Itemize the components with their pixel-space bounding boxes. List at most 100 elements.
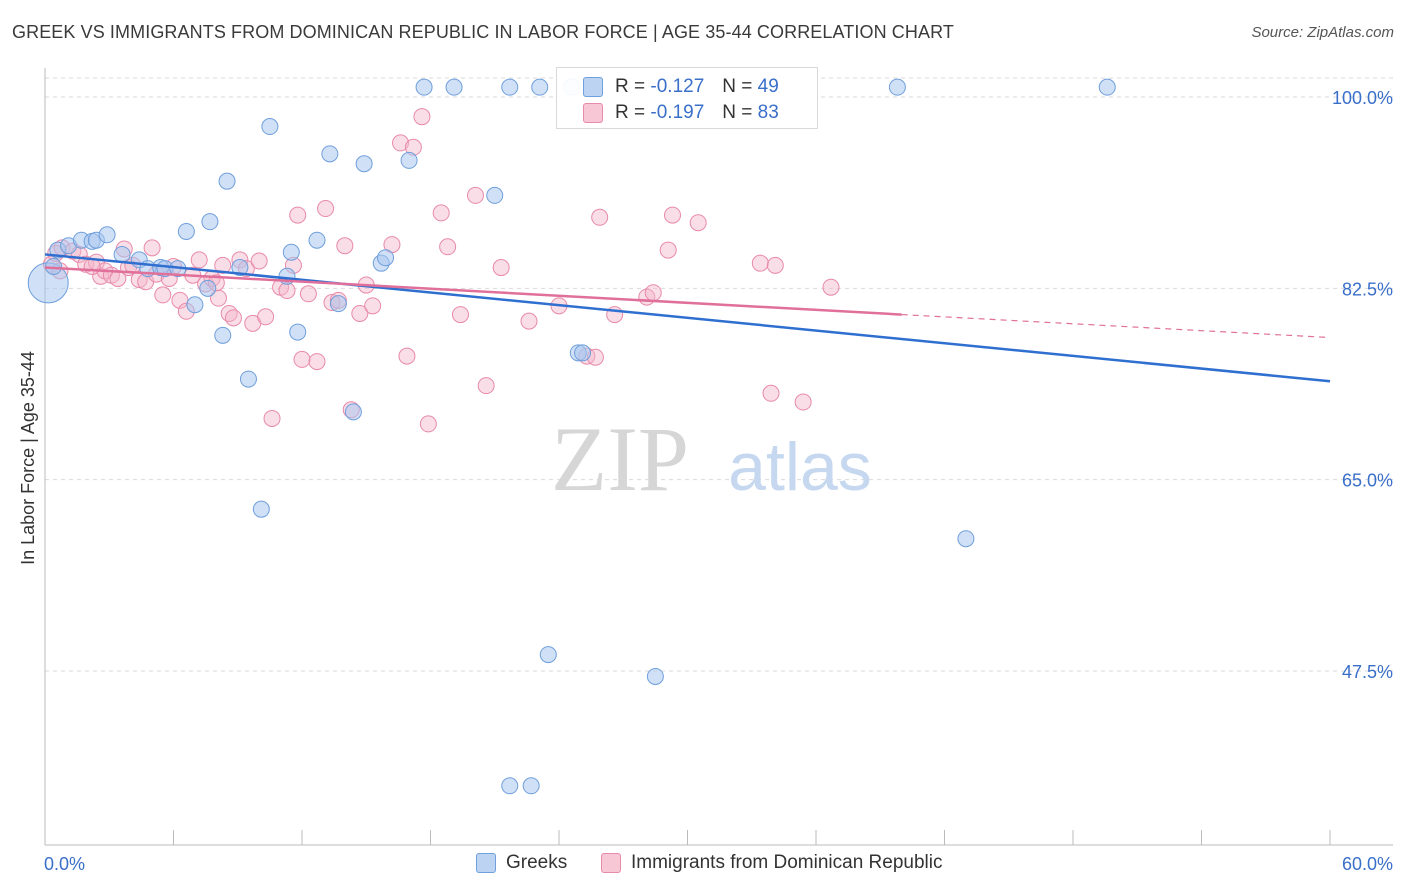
point-greeks	[186, 296, 204, 314]
point-greeks	[214, 326, 232, 344]
point-greeks	[218, 172, 236, 190]
point-greeks	[531, 78, 549, 96]
point-dominican	[250, 252, 268, 270]
point-dominican	[224, 309, 242, 327]
point-dominican	[351, 304, 369, 322]
point-greeks	[574, 344, 592, 362]
point-greeks	[177, 222, 195, 240]
point-dominican	[214, 256, 232, 274]
point-dominican	[689, 214, 707, 232]
point-dominican	[751, 254, 769, 272]
point-dominican	[154, 286, 172, 304]
point-dominican	[293, 350, 311, 368]
axes	[44, 68, 1393, 846]
point-greeks	[98, 226, 116, 244]
watermark-zip: ZIP	[551, 408, 689, 510]
point-dominican	[477, 377, 495, 395]
point-greeks	[486, 186, 504, 204]
stats-swatch-dominican	[583, 103, 603, 123]
point-greeks	[289, 323, 307, 341]
point-dominican	[439, 238, 457, 256]
legend-swatch-greeks	[476, 853, 496, 873]
point-dominican	[591, 208, 609, 226]
point-dominican	[77, 255, 95, 273]
point-greeks	[344, 403, 362, 421]
point-dominican	[336, 237, 354, 255]
source-label: Source: ZipAtlas.com	[1251, 24, 1394, 41]
y-axis-label: In Labor Force | Age 35-44	[18, 351, 38, 565]
stats-n-value-dominican: 83	[757, 102, 779, 123]
point-dominican	[308, 353, 326, 371]
point-greeks	[308, 231, 326, 249]
y-tick-label: 65.0%	[1342, 471, 1393, 491]
point-dominican	[466, 186, 484, 204]
watermark-atlas: atlas	[728, 429, 872, 505]
point-dominican	[398, 347, 416, 365]
point-greeks	[415, 78, 433, 96]
point-greeks	[355, 155, 373, 173]
point-dominican	[364, 297, 382, 315]
point-dominican	[762, 384, 780, 402]
point-greeks	[522, 777, 540, 795]
y-tick-label: 82.5%	[1342, 279, 1393, 299]
point-greeks	[400, 151, 418, 169]
x-tick-label: 0.0%	[44, 854, 85, 874]
correlation-stats-box: R = -0.127 N = 49 R = -0.197 N = 83	[556, 67, 818, 129]
point-greeks	[888, 78, 906, 96]
stats-n-label: N =	[722, 76, 753, 97]
legend-label-dominican: Immigrants from Dominican Republic	[631, 852, 943, 873]
point-greeks	[201, 213, 219, 231]
point-greeks	[282, 243, 300, 261]
legend-item-greeks[interactable]: Greeks	[476, 852, 567, 874]
point-dominican	[278, 282, 296, 300]
stats-r-value-dominican: -0.197	[650, 102, 705, 123]
point-dominican	[451, 306, 469, 324]
point-dominican	[263, 409, 281, 427]
point-dominican	[644, 284, 662, 302]
point-dominican	[190, 251, 208, 269]
legend-label-greeks: Greeks	[506, 852, 568, 873]
point-greeks	[45, 257, 63, 275]
legend-swatch-dominican	[601, 853, 621, 873]
point-greeks	[539, 646, 557, 664]
point-dominican	[257, 308, 275, 326]
point-dominican	[317, 200, 335, 218]
legend-item-dominican[interactable]: Immigrants from Dominican Republic	[601, 852, 943, 874]
trend-line-greeks	[44, 253, 1331, 383]
point-greeks	[957, 530, 975, 548]
point-greeks	[377, 249, 395, 267]
stats-r-value-greeks: -0.127	[650, 76, 705, 97]
point-dominican	[664, 206, 682, 224]
point-dominican	[492, 259, 510, 277]
stats-swatch-greeks	[583, 77, 603, 97]
point-dominican	[419, 415, 437, 433]
y-tick-label: 47.5%	[1342, 662, 1393, 682]
trend-lines	[44, 253, 1331, 383]
point-greeks	[113, 245, 131, 263]
point-dominican	[520, 312, 538, 330]
point-dominican	[432, 204, 450, 222]
point-dominican	[766, 256, 784, 274]
point-dominican	[143, 239, 161, 257]
point-dominican	[794, 393, 812, 411]
trend-line-dominican	[44, 266, 902, 316]
x-tick-label: 60.0%	[1342, 854, 1393, 874]
stats-n-label: N =	[722, 102, 753, 123]
point-greeks	[252, 500, 270, 518]
point-greeks	[239, 370, 257, 388]
point-greeks	[501, 78, 519, 96]
point-greeks	[329, 295, 347, 313]
y-tick-label: 100.0%	[1332, 88, 1393, 108]
point-greeks	[445, 78, 463, 96]
point-dominican	[392, 134, 410, 152]
chart-legend: Greeks Immigrants from Dominican Republi…	[0, 852, 1406, 878]
point-dominican	[289, 206, 307, 224]
point-dominican	[299, 285, 317, 303]
stats-row-dominican: R = -0.197 N = 83	[583, 100, 779, 126]
point-greeks	[199, 279, 217, 297]
series-greeks-points	[27, 78, 1116, 795]
point-greeks	[501, 777, 519, 795]
point-greeks	[321, 145, 339, 163]
watermark: ZIP atlas	[551, 408, 872, 510]
